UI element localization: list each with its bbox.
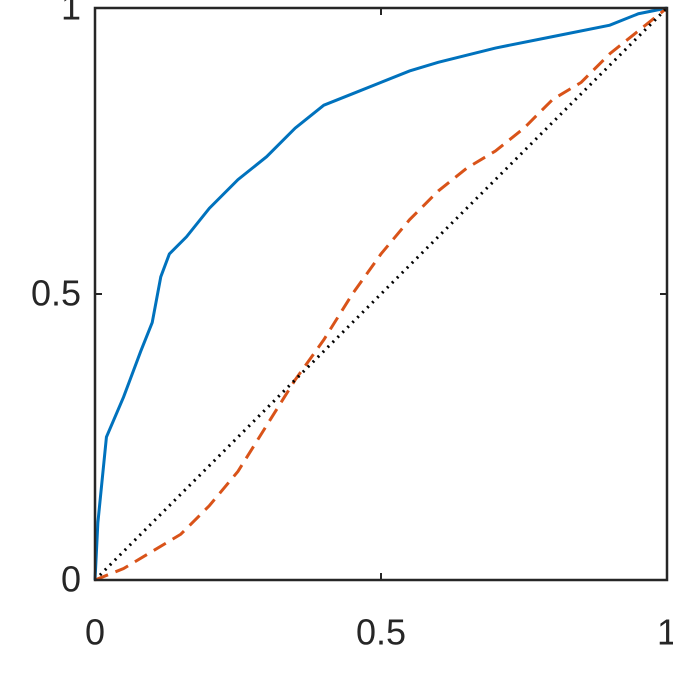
y-tick-label: 0 [61,559,81,600]
y-tick-label: 0.5 [31,273,81,314]
y-tick-label: 1 [61,0,81,28]
x-tick-label: 1 [657,612,673,653]
x-tick-label: 0 [85,612,105,653]
axes-frame [93,6,669,582]
x-tick-label: 0.5 [356,612,406,653]
line-series [93,6,668,581]
line-series [94,6,668,582]
line-series [93,6,669,582]
